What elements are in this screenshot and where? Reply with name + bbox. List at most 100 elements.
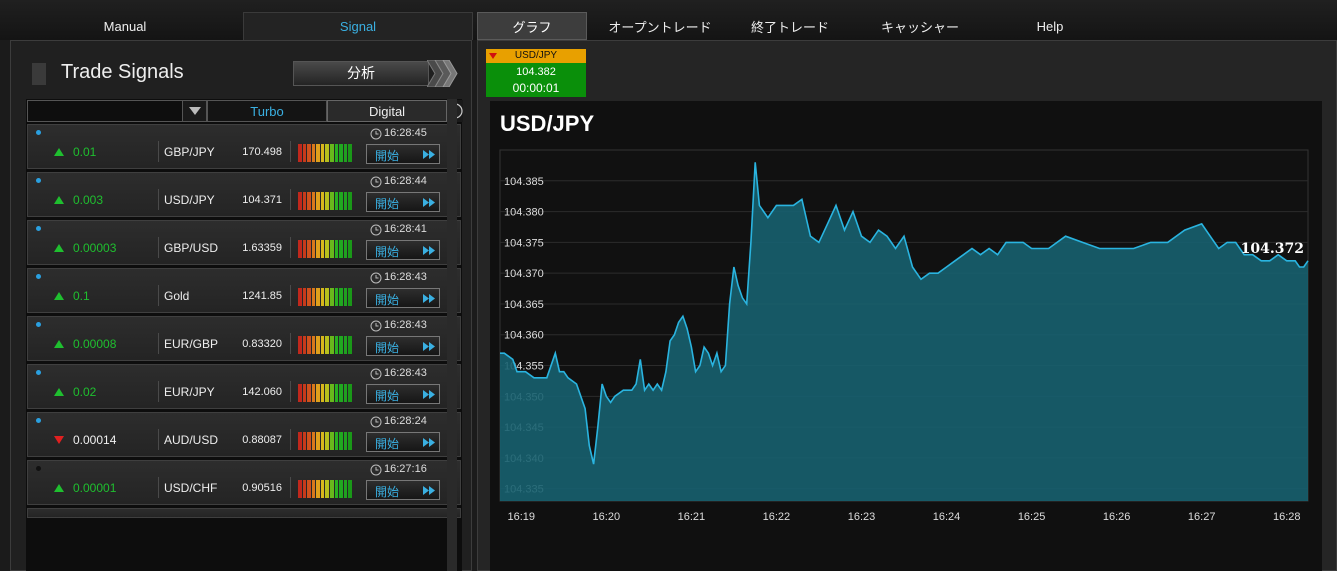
start-button[interactable]: 開始 (366, 432, 440, 452)
asset-name: Gold (164, 289, 190, 303)
meter-segment (348, 288, 352, 306)
start-button[interactable]: 開始 (366, 480, 440, 500)
asset-filter-select[interactable] (27, 100, 183, 122)
y-tick-label: 104.385 (504, 176, 544, 188)
start-button[interactable]: 開始 (366, 288, 440, 308)
meter-segment (325, 288, 330, 306)
analyze-button[interactable]: 分析 (293, 61, 429, 86)
divider (290, 237, 291, 258)
chevron-down-icon[interactable] (183, 100, 207, 122)
strength-meter (298, 336, 352, 354)
divider (290, 141, 291, 162)
meter-segment (307, 432, 311, 450)
tab-cashier[interactable]: キャッシャー (880, 19, 959, 35)
meter-segment (343, 336, 348, 354)
asset-name: GBP/USD (164, 241, 219, 255)
tab-turbo[interactable]: Turbo (207, 100, 327, 122)
meter-segment (339, 192, 343, 210)
meter-segment (343, 480, 348, 498)
start-button[interactable]: 開始 (366, 192, 440, 212)
divider (290, 189, 291, 210)
meter-segment (330, 288, 334, 306)
asset-price: 0.83320 (242, 338, 282, 350)
meter-segment (302, 480, 307, 498)
tab-digital[interactable]: Digital (327, 100, 447, 122)
strength-meter (298, 240, 352, 258)
meter-segment (307, 144, 311, 162)
tab-open-trades[interactable]: オープントレード (608, 19, 712, 35)
meter-segment (302, 144, 307, 162)
start-button[interactable]: 開始 (366, 384, 440, 404)
meter-segment (325, 192, 330, 210)
meter-segment (343, 432, 348, 450)
meter-segment (325, 144, 330, 162)
status-dot (36, 370, 41, 375)
x-tick-label: 16:24 (933, 511, 961, 523)
meter-segment (348, 192, 352, 210)
start-label: 開始 (375, 341, 400, 355)
divider (290, 381, 291, 402)
ticker-tile[interactable]: USD/JPY 104.382 00:00:01 (486, 49, 586, 97)
divider (158, 381, 159, 402)
start-button[interactable]: 開始 (366, 144, 440, 164)
strength-meter (298, 192, 352, 210)
status-dot (36, 226, 41, 231)
list-scrollbar[interactable] (447, 99, 457, 571)
meter-segment (343, 288, 348, 306)
meter-segment (334, 480, 339, 498)
tab-manual[interactable]: Manual (103, 18, 147, 34)
meter-segment (311, 336, 316, 354)
divider (158, 477, 159, 498)
meter-segment (298, 240, 302, 258)
meter-segment (311, 192, 316, 210)
fast-forward-icon (423, 486, 435, 495)
divider (290, 285, 291, 306)
current-price-label: 104.372 (1241, 241, 1304, 257)
meter-segment (316, 480, 320, 498)
fast-forward-icon (423, 294, 435, 303)
asset-price: 1.63359 (242, 242, 282, 254)
divider (290, 477, 291, 498)
tab-help[interactable]: Help (1036, 18, 1064, 34)
signal-value: 0.00008 (73, 337, 117, 351)
start-button[interactable]: 開始 (366, 240, 440, 260)
fast-forward-icon (423, 390, 435, 399)
tab-graph[interactable]: グラフ (477, 12, 587, 40)
start-label: 開始 (375, 389, 400, 403)
chevrons-right-icon[interactable] (427, 60, 459, 87)
divider (158, 189, 159, 210)
meter-segment (320, 336, 325, 354)
filter-bar: Turbo Digital (27, 100, 463, 122)
tab-signal[interactable]: Signal (243, 12, 473, 40)
meter-segment (334, 336, 339, 354)
clock-icon (370, 464, 382, 476)
asset-name: EUR/JPY (164, 385, 215, 399)
clock-icon (370, 272, 382, 284)
meter-segment (298, 336, 302, 354)
signal-value: 0.003 (73, 193, 104, 207)
meter-segment (339, 384, 343, 402)
meter-segment (320, 288, 325, 306)
y-tick-label: 104.375 (504, 237, 544, 249)
start-button[interactable]: 開始 (366, 336, 440, 356)
divider (158, 429, 159, 450)
ticker-pair: USD/JPY (486, 49, 586, 63)
divider (290, 333, 291, 354)
meter-segment (298, 144, 302, 162)
meter-segment (330, 192, 334, 210)
meter-segment (307, 336, 311, 354)
meter-segment (311, 480, 316, 498)
meter-segment (311, 240, 316, 258)
asset-price: 104.371 (242, 194, 282, 206)
signal-time: 16:28:44 (384, 175, 427, 187)
meter-segment (302, 288, 307, 306)
area-fill (500, 162, 1308, 502)
tab-closed-trades[interactable]: 終了トレード (750, 19, 829, 35)
fast-forward-icon (423, 246, 435, 255)
asset-price: 170.498 (242, 146, 282, 158)
meter-segment (320, 480, 325, 498)
signal-time: 16:28:43 (384, 271, 427, 283)
meter-segment (298, 384, 302, 402)
